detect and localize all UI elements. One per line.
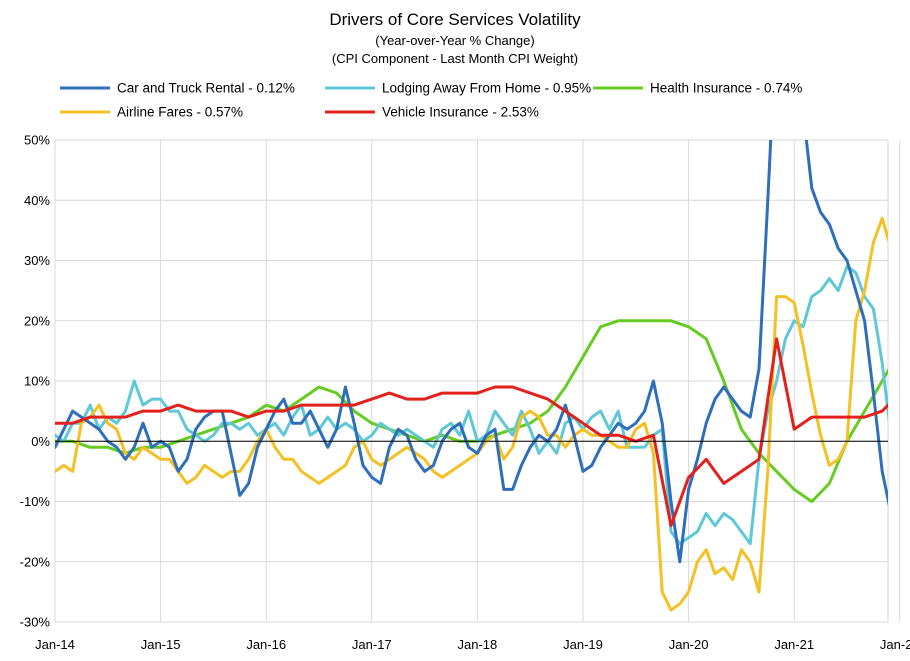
- series-line-car-and-truck-rental: [55, 140, 888, 564]
- legend-label-airline-fares: Airline Fares - 0.57%: [117, 105, 243, 120]
- y-tick-label: -20%: [20, 554, 51, 569]
- y-axis: -30% -20% -10% 0% 10% 20% 30% 40% 50%: [20, 133, 51, 630]
- y-tick-label: 20%: [24, 313, 50, 328]
- chart-subtitle-line-1: (Year-over-Year % Change): [375, 33, 534, 48]
- y-tick-label: 0%: [31, 434, 50, 449]
- y-tick-label: -10%: [20, 494, 51, 509]
- x-tick-label: Jan-18: [458, 637, 498, 652]
- legend-item-vehicle-insurance: Vehicle Insurance - 2.53%: [325, 105, 539, 120]
- y-tick-label: 50%: [24, 133, 50, 148]
- x-tick-label: Jan-19: [563, 637, 603, 652]
- y-tick-label: 10%: [24, 374, 50, 389]
- x-tick-label: Jan-15: [141, 637, 181, 652]
- grid: [54, 139, 901, 623]
- x-tick-label: Jan-21: [774, 637, 814, 652]
- legend-item-car-and-truck-rental: Car and Truck Rental - 0.12%: [60, 81, 295, 96]
- series-line-health-insurance: [55, 319, 888, 503]
- chart-subtitle-line-2: (CPI Component - Last Month CPI Weight): [332, 51, 578, 66]
- y-tick-label: 40%: [24, 193, 50, 208]
- legend-label-car-and-truck-rental: Car and Truck Rental - 0.12%: [117, 81, 295, 96]
- x-tick-label: Jan-22: [880, 637, 910, 652]
- series-line-lodging-away-from-home: [55, 265, 888, 546]
- x-axis: Jan-14 Jan-15 Jan-16 Jan-17 Jan-18 Jan-19 Jan-…: [35, 637, 910, 652]
- series-line-airline-fares: [55, 216, 888, 612]
- legend-item-airline-fares: Airline Fares - 0.57%: [60, 105, 243, 120]
- y-tick-label: 30%: [24, 253, 50, 268]
- legend-item-lodging-away-from-home: Lodging Away From Home - 0.95%: [325, 81, 591, 96]
- legend-label-vehicle-insurance: Vehicle Insurance - 2.53%: [382, 105, 539, 120]
- legend-label-lodging-away-from-home: Lodging Away From Home - 0.95%: [382, 81, 591, 96]
- chart-title: Drivers of Core Services Volatility: [329, 10, 581, 29]
- y-tick-label: -30%: [20, 615, 51, 630]
- series-line-vehicle-insurance: [55, 337, 888, 528]
- x-tick-label: Jan-14: [35, 637, 75, 652]
- legend: Car and Truck Rental - 0.12% Lodging Awa…: [60, 81, 802, 120]
- x-tick-label: Jan-20: [669, 637, 709, 652]
- x-tick-label: Jan-17: [352, 637, 392, 652]
- legend-label-health-insurance: Health Insurance - 0.74%: [650, 81, 802, 96]
- x-tick-label: Jan-16: [246, 637, 286, 652]
- legend-item-health-insurance: Health Insurance - 0.74%: [593, 81, 802, 96]
